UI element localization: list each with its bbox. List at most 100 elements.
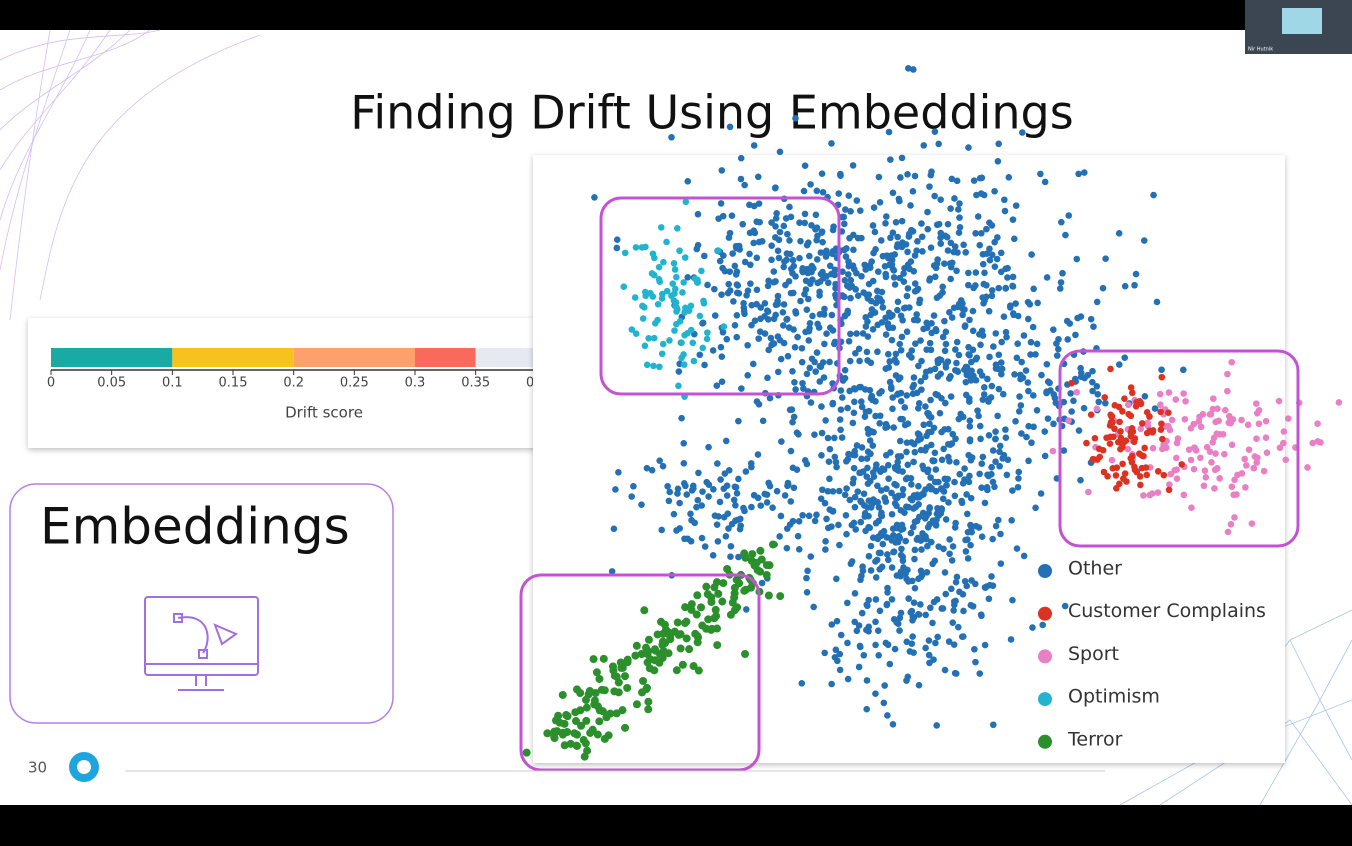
scatter-point [783, 256, 790, 264]
scatter-point [966, 316, 973, 324]
scatter-point [828, 311, 836, 319]
scatter-point [918, 357, 925, 365]
scatter-point [718, 378, 726, 385]
scatter-point [894, 233, 901, 241]
scatter-point [744, 372, 752, 379]
scatter-point [864, 357, 871, 364]
scatter-point [852, 526, 860, 533]
scatter-point [888, 564, 896, 571]
scatter-point [887, 156, 894, 163]
scatter-point [623, 683, 632, 692]
scatter-point [980, 391, 988, 398]
scatter-point [600, 734, 609, 743]
scatter-point [855, 345, 863, 353]
scatter-point [775, 254, 783, 262]
page-number: 30 [28, 759, 47, 777]
scatter-point [894, 391, 901, 398]
scatter-point [988, 382, 996, 390]
scatter-point [639, 302, 646, 310]
scatter-point [1238, 470, 1246, 477]
scatter-point [979, 396, 987, 403]
scatter-point [1043, 274, 1051, 281]
scatter-point [889, 324, 897, 332]
scatter-point [925, 637, 933, 644]
scatter-point [693, 503, 700, 511]
scatter-point [1043, 388, 1050, 395]
scatter-point [1131, 466, 1139, 474]
scatter-point [723, 335, 731, 343]
scatter-point [763, 307, 771, 314]
scatter-point [663, 238, 670, 246]
scatter-point [946, 536, 953, 543]
scatter-point [976, 241, 984, 249]
scatter-point [637, 649, 646, 658]
scatter-point [864, 464, 871, 472]
scatter-point [746, 201, 753, 209]
scatter-point [926, 520, 933, 528]
scatter-point [795, 517, 803, 525]
scatter-point [681, 619, 690, 628]
video-screen [1282, 8, 1322, 34]
scatter-point [746, 250, 753, 258]
scatter-point [949, 430, 957, 438]
scatter-point [902, 304, 909, 312]
scatter-point [874, 348, 881, 356]
scatter-point [925, 410, 932, 417]
scatter-point [927, 474, 934, 481]
scatter-point [1010, 235, 1018, 243]
scatter-point [1192, 447, 1200, 454]
colorbar-panel [28, 318, 617, 448]
scatter-point [621, 672, 630, 681]
scatter-point [965, 343, 972, 351]
scatter-point [659, 340, 667, 348]
colorbar-title: Drift score [285, 404, 363, 422]
scatter-point [554, 711, 563, 720]
scatter-point [733, 333, 741, 341]
scatter-point [720, 252, 727, 259]
scatter-point [1002, 285, 1010, 292]
scatter-point [910, 458, 917, 466]
scatter-point [949, 619, 957, 626]
scatter-point [781, 492, 789, 499]
scatter-point [939, 333, 947, 341]
scatter-point [813, 256, 821, 263]
scatter-point [851, 398, 858, 406]
scatter-point [1075, 170, 1082, 178]
scatter-point [897, 346, 905, 354]
scatter-point [1093, 405, 1101, 412]
scatter-point [1041, 452, 1049, 460]
scatter-point [719, 264, 726, 272]
scatter-point [863, 348, 871, 356]
scatter-point [975, 412, 982, 420]
scatter-point [1123, 478, 1130, 485]
scatter-point [976, 368, 984, 375]
scatter-point [884, 551, 891, 558]
scatter-point [841, 491, 849, 499]
scatter-point [595, 717, 604, 726]
scatter-point [824, 524, 832, 532]
scatter-point [894, 306, 901, 314]
scatter-point [1027, 338, 1035, 346]
legend: Other Customer Complains Sport Optimism Terr… [1038, 558, 1266, 750]
scatter-point [811, 431, 818, 438]
scatter-point [874, 268, 882, 275]
scatter-point [1140, 492, 1147, 499]
scatter-point [803, 370, 811, 378]
scatter-point [694, 666, 703, 675]
scatter-point [687, 600, 696, 609]
scatter-point [885, 364, 893, 371]
scatter-point [1121, 470, 1129, 477]
scatter-point [853, 197, 861, 204]
scatter-point [858, 455, 865, 463]
scatter-point [952, 578, 960, 586]
scatter-point [968, 454, 976, 461]
scatter-point [850, 246, 857, 254]
scatter-point [792, 309, 800, 317]
scatter-point [983, 484, 991, 491]
scatter-point [1162, 444, 1170, 452]
scatter-point [1108, 456, 1116, 464]
scatter-point [973, 354, 981, 362]
scatter-point [947, 239, 955, 247]
scatter-point [996, 462, 1003, 470]
